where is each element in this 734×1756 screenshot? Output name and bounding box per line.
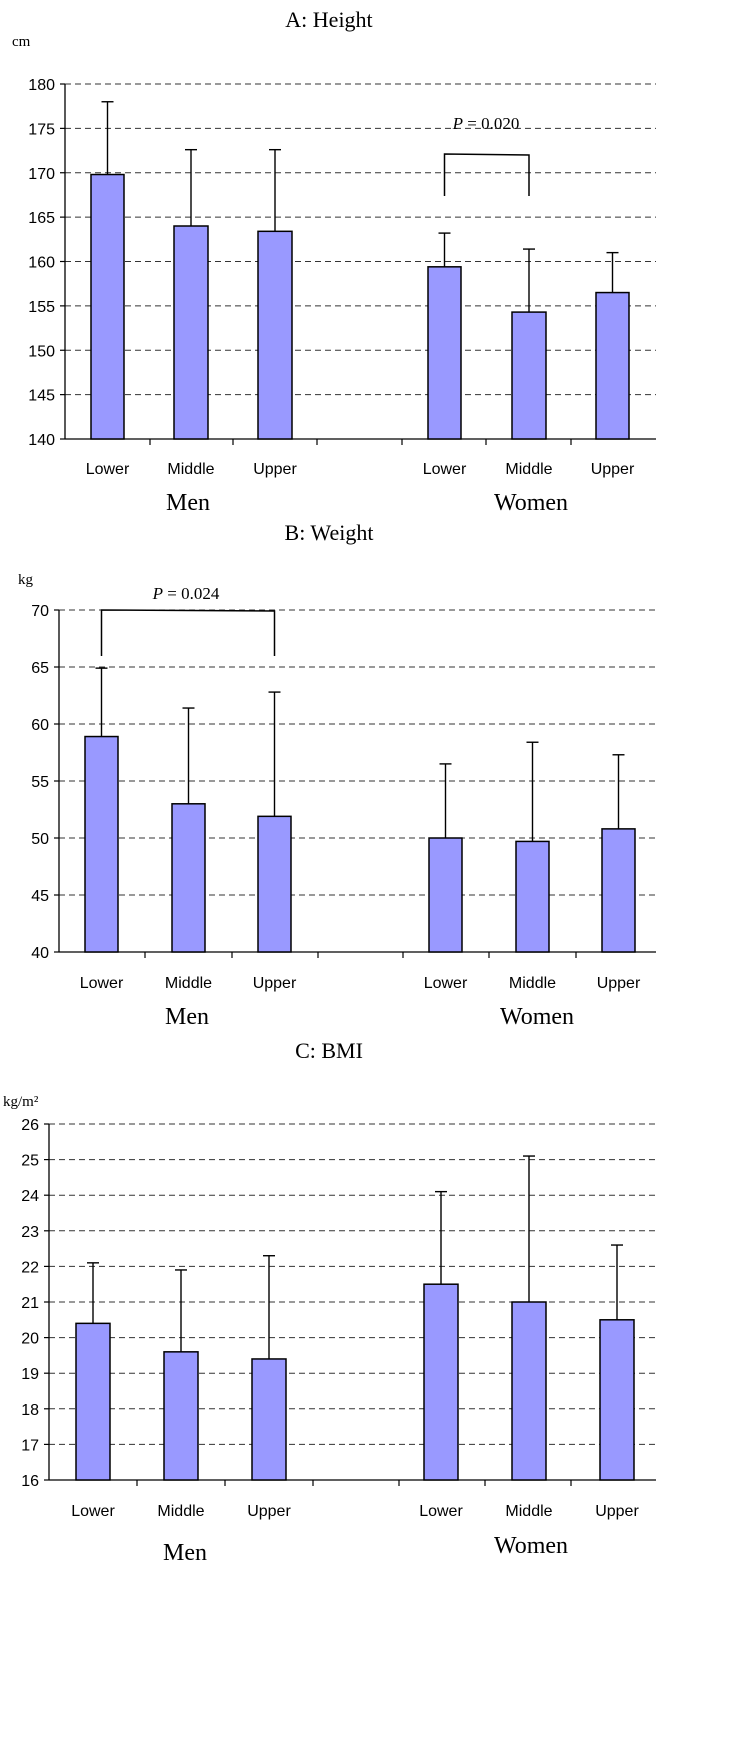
y-tick-label: 23 bbox=[21, 1224, 39, 1241]
bar-women-upper bbox=[601, 828, 636, 953]
category-label: Middle bbox=[157, 1503, 204, 1520]
bar-men-lower bbox=[75, 1322, 111, 1481]
bar-women-upper bbox=[599, 1319, 635, 1481]
y-tick-label: 60 bbox=[31, 717, 49, 734]
chart-title: B: Weight bbox=[285, 520, 374, 545]
bar-women-middle bbox=[511, 1301, 547, 1481]
y-tick-label: 175 bbox=[28, 121, 55, 138]
y-tick-label: 26 bbox=[21, 1117, 39, 1134]
p-value: = 0.020 bbox=[463, 114, 519, 133]
y-tick-label: 40 bbox=[31, 945, 49, 962]
y-tick-label: 155 bbox=[28, 299, 55, 316]
bar-men-upper bbox=[257, 230, 293, 440]
p-value: = 0.024 bbox=[163, 584, 220, 603]
bar-men-middle bbox=[171, 803, 206, 953]
y-axis-unit: kg bbox=[18, 572, 34, 588]
y-tick-label: 21 bbox=[21, 1295, 39, 1312]
group-label: Men bbox=[166, 490, 210, 516]
bar-women-upper bbox=[595, 291, 630, 440]
y-tick-label: 170 bbox=[28, 166, 55, 183]
p-value-label: P = 0.020 bbox=[452, 114, 520, 133]
bar-men-middle bbox=[163, 1351, 199, 1481]
y-axis-unit: kg/m² bbox=[3, 1094, 39, 1110]
y-tick-label: 65 bbox=[31, 660, 49, 677]
significance-bracket bbox=[100, 609, 276, 656]
category-label: Upper bbox=[597, 975, 641, 992]
y-tick-label: 55 bbox=[31, 774, 49, 791]
group-label: Men bbox=[163, 1540, 207, 1566]
y-tick-label: 19 bbox=[21, 1366, 39, 1383]
y-tick-label: 16 bbox=[21, 1473, 39, 1490]
bar-men-upper bbox=[257, 815, 292, 953]
category-label: Middle bbox=[165, 975, 212, 992]
category-label: Upper bbox=[247, 1503, 291, 1520]
chart-panel-3: C: BMI kg/m² 16 17 18 19 20 21 22 23 24 25 26 Lower Mi… bbox=[3, 1038, 656, 1566]
y-tick-label: 160 bbox=[28, 255, 55, 272]
category-label: Lower bbox=[419, 1503, 463, 1520]
y-tick-label: 140 bbox=[28, 432, 55, 449]
category-label: Lower bbox=[71, 1503, 115, 1520]
bar-men-lower bbox=[84, 735, 119, 953]
y-tick-label: 20 bbox=[21, 1331, 39, 1348]
group-label: Women bbox=[500, 1004, 574, 1030]
bar-women-lower bbox=[423, 1283, 459, 1481]
chart-panel-1: A: Height cm 140 145 150 155 160 165 170 175 180 Lo… bbox=[12, 7, 656, 516]
category-label: Middle bbox=[505, 461, 552, 478]
y-tick-label: 17 bbox=[21, 1437, 39, 1454]
bar-women-lower bbox=[427, 266, 462, 440]
chart-title: A: Height bbox=[285, 7, 372, 32]
bar-men-upper bbox=[251, 1358, 287, 1481]
bar-men-middle bbox=[173, 225, 209, 440]
group-label: Women bbox=[494, 490, 568, 516]
y-tick-label: 22 bbox=[21, 1259, 39, 1276]
category-label: Middle bbox=[509, 975, 556, 992]
category-label: Upper bbox=[253, 975, 297, 992]
y-tick-label: 165 bbox=[28, 210, 55, 227]
category-label: Lower bbox=[423, 461, 467, 478]
significance-bracket bbox=[443, 153, 530, 196]
p-symbol: P bbox=[152, 584, 163, 603]
category-label: Lower bbox=[424, 975, 468, 992]
bar-women-middle bbox=[515, 840, 550, 953]
category-label: Upper bbox=[253, 461, 297, 478]
chart-title: C: BMI bbox=[295, 1038, 363, 1063]
category-label: Lower bbox=[86, 461, 130, 478]
y-tick-label: 25 bbox=[21, 1153, 39, 1170]
group-label: Men bbox=[165, 1004, 209, 1030]
category-label: Lower bbox=[80, 975, 124, 992]
group-label: Women bbox=[494, 1533, 568, 1559]
chart-panel-2: B: Weight kg 40 45 50 55 60 65 70 Lower Middle Uppe… bbox=[18, 520, 656, 1030]
y-tick-label: 180 bbox=[28, 77, 55, 94]
category-label: Upper bbox=[595, 1503, 639, 1520]
category-label: Upper bbox=[591, 461, 635, 478]
y-tick-label: 145 bbox=[28, 388, 55, 405]
category-label: Middle bbox=[505, 1503, 552, 1520]
y-tick-label: 50 bbox=[31, 831, 49, 848]
p-value-label: P = 0.024 bbox=[152, 584, 220, 603]
y-tick-label: 70 bbox=[31, 603, 49, 620]
y-tick-label: 45 bbox=[31, 888, 49, 905]
y-tick-label: 18 bbox=[21, 1402, 39, 1419]
y-axis-unit: cm bbox=[12, 34, 31, 50]
p-symbol: P bbox=[452, 114, 463, 133]
bar-women-middle bbox=[511, 311, 547, 440]
y-tick-label: 24 bbox=[21, 1188, 39, 1205]
bar-women-lower bbox=[428, 837, 463, 953]
category-label: Middle bbox=[167, 461, 214, 478]
y-tick-label: 150 bbox=[28, 343, 55, 360]
bar-men-lower bbox=[90, 173, 125, 440]
